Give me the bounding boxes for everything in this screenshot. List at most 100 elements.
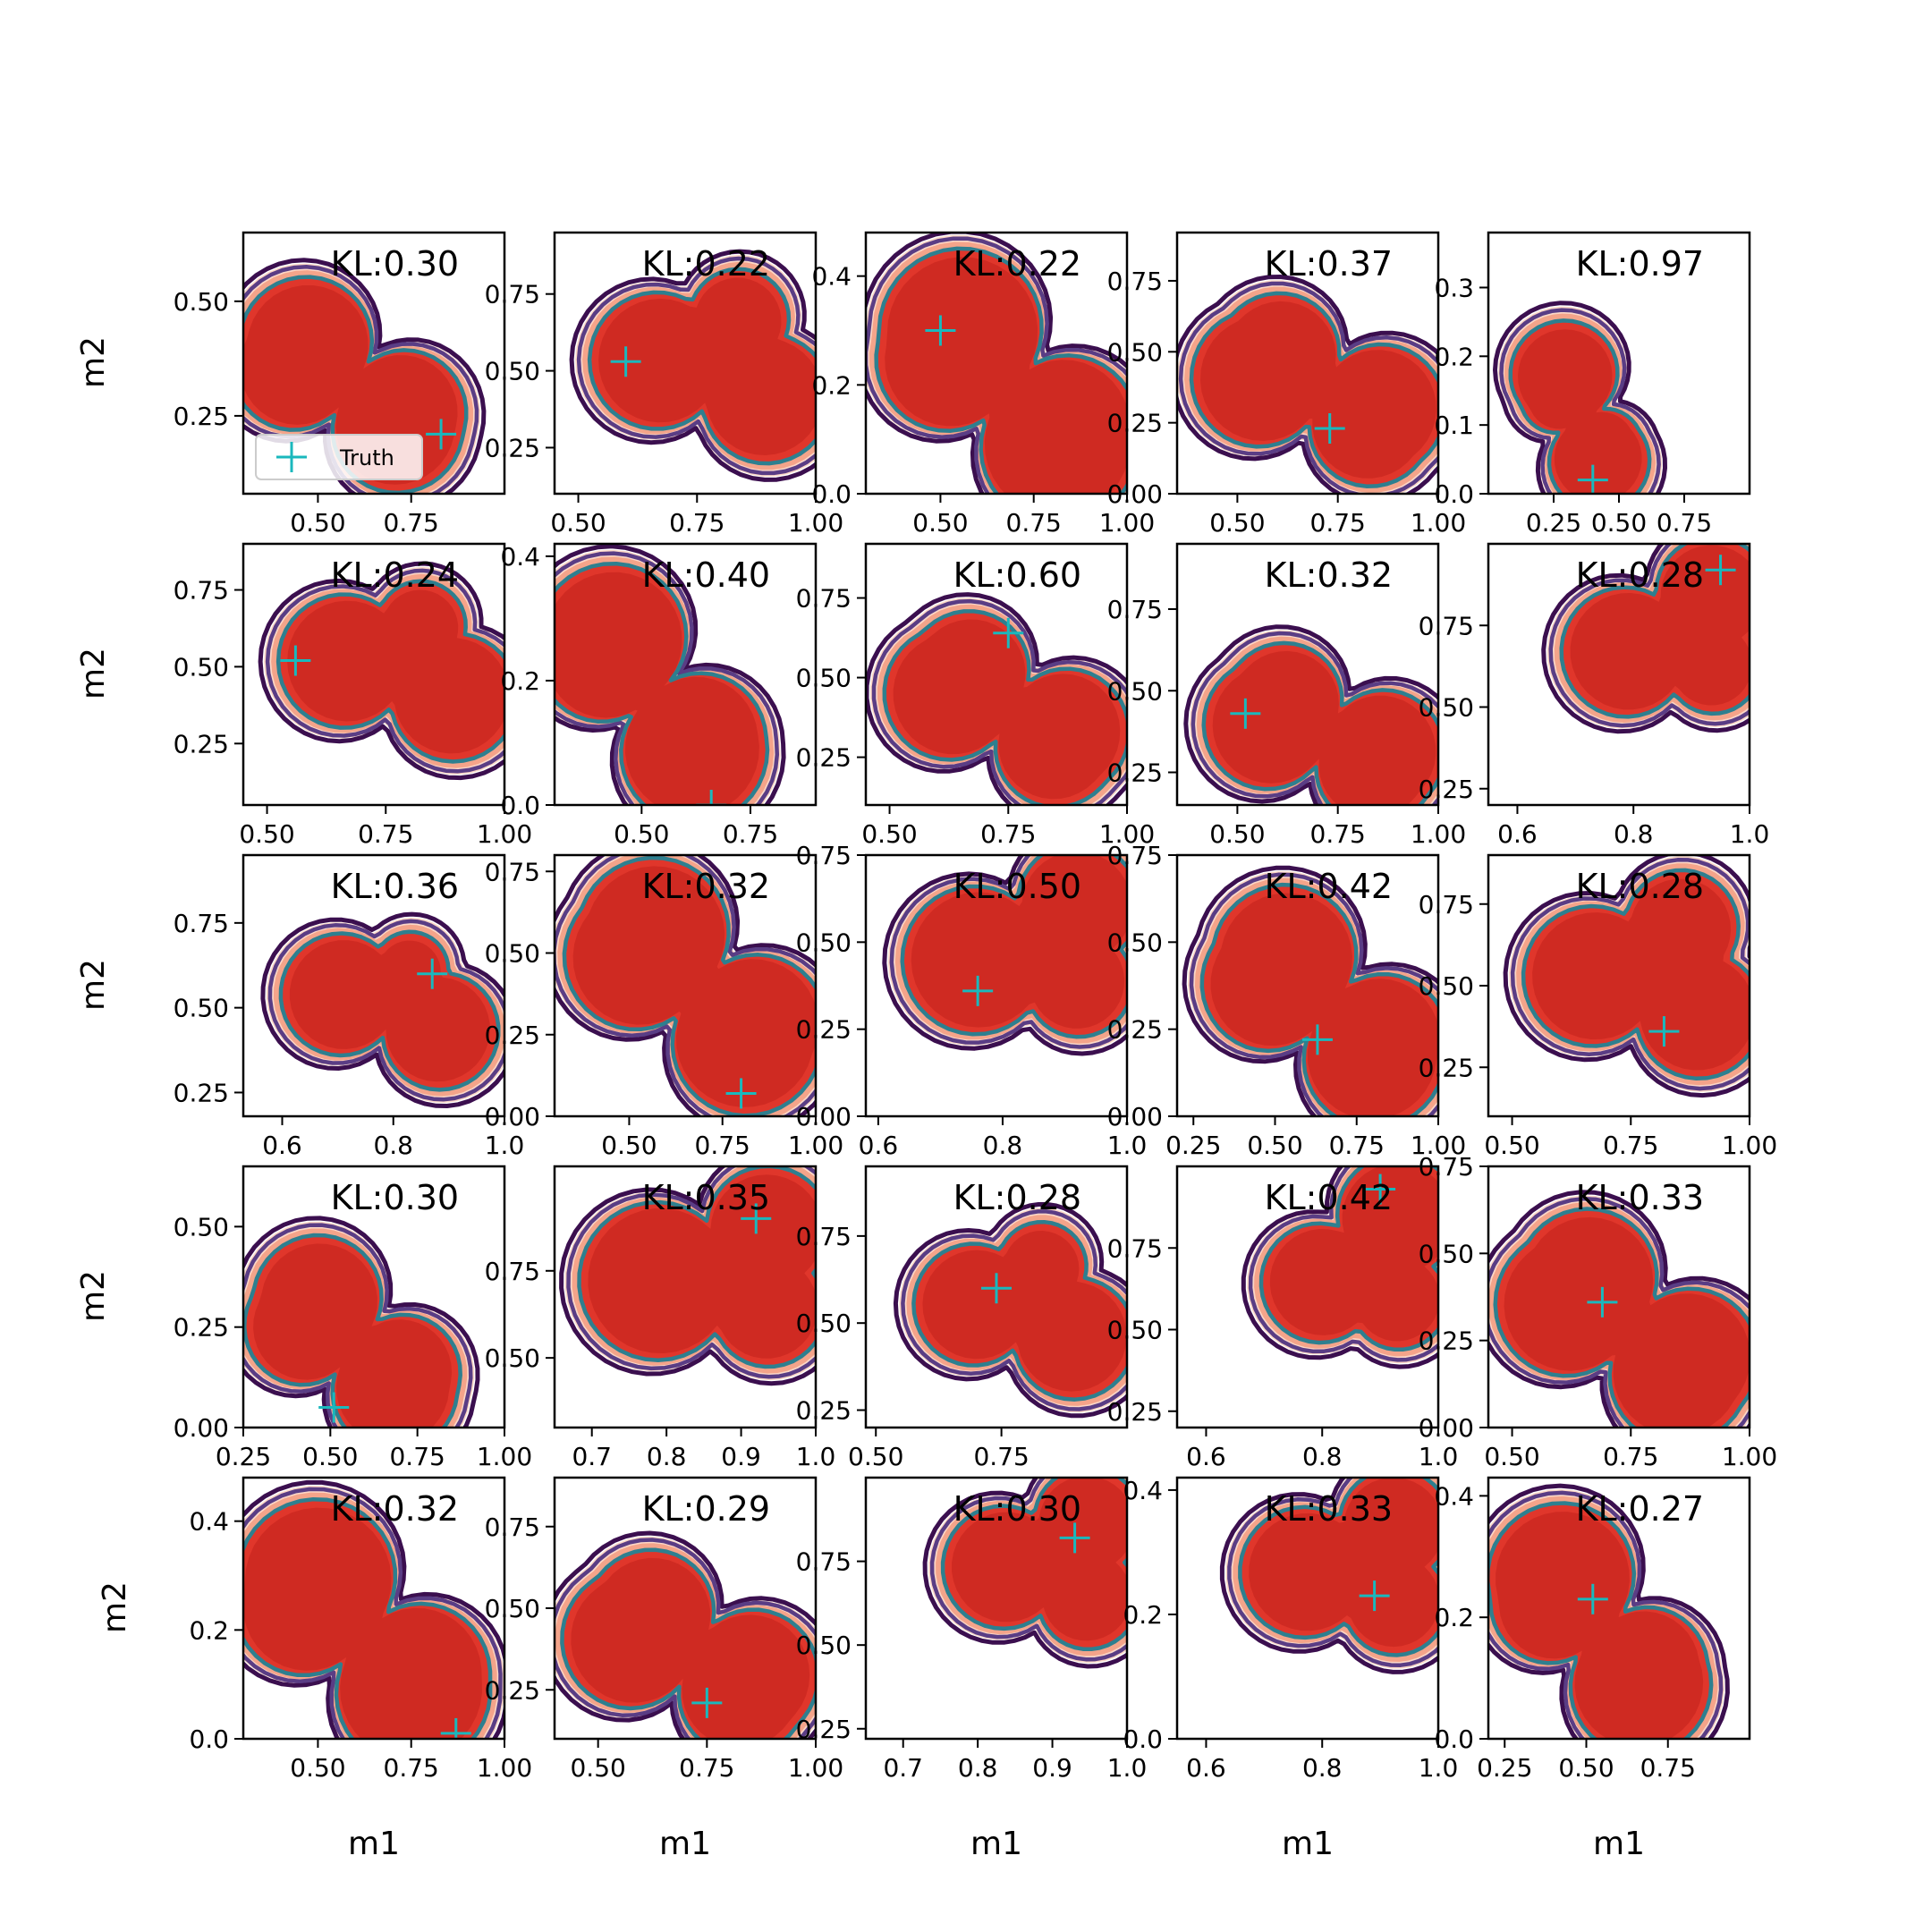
panel-23-contour-mid <box>929 1478 1127 1662</box>
panel-13-contour-outer <box>882 855 1127 1056</box>
panel-17-ytick-label: 0.50 <box>485 1343 540 1373</box>
panel-10-xtick-label: 0.6 <box>1497 819 1538 849</box>
panel-12-ytick-label: 0.00 <box>485 1102 540 1131</box>
panel-20-contour-outer <box>1488 1190 1750 1428</box>
panel-16-density <box>243 1216 480 1428</box>
panel-2-ytick-label: 0.75 <box>485 280 540 309</box>
panel-10: 0.6 0.8 1.0 0.75 0.50 0.25 KL:0.28 <box>1419 542 1769 849</box>
axis-labels: m2 m2 m2 m2 m2 m1 m1 m1 m1 m1 <box>75 336 1645 1862</box>
panel-2-contour-inner <box>587 267 816 466</box>
panel-23-frame <box>864 1476 1129 1741</box>
panel-11: 0.6 0.8 1.0 0.75 0.50 0.25 KL:0.36 <box>174 853 524 1160</box>
panel-22-ytick-label: 0.25 <box>485 1675 540 1705</box>
panel-9-contour-inner <box>1201 640 1438 805</box>
x-axis-label-col-5: m1 <box>1593 1826 1645 1862</box>
panel-22-ytick-label: 0.75 <box>485 1513 540 1542</box>
panel-6: 0.50 0.75 1.00 0.75 0.50 0.25 KL:0.24 <box>174 542 532 849</box>
panel-24-frame <box>1175 1476 1440 1741</box>
panel-16-xtick-label: 1.00 <box>477 1442 532 1471</box>
panel-23-ytick-label: 0.50 <box>796 1631 852 1660</box>
panel-18-truth-marker <box>981 1273 1012 1304</box>
panel-2-contour-mid <box>576 256 816 476</box>
panel-12: 0.50 0.75 1.00 0.75 0.50 0.25 0.00 KL:0.32 <box>485 853 843 1160</box>
panel-1-xtick-label: 0.50 <box>290 508 345 538</box>
panel-2-fill-core <box>598 277 816 455</box>
panel-7-contour-inner <box>555 561 770 805</box>
panel-23-kl-title: KL:0.30 <box>953 1489 1082 1529</box>
panel-13: 0.6 0.8 1.0 0.75 0.50 0.25 0.00 KL:0.50 <box>796 841 1148 1160</box>
panel-10-ytick-label: 0.25 <box>1419 775 1474 804</box>
panel-1-truth-marker <box>426 419 457 450</box>
panel-14-kl-title: KL:0.42 <box>1265 867 1394 906</box>
panel-9-fill-core <box>1212 650 1436 805</box>
panel-3-contour-mid <box>866 236 1127 494</box>
panel-22-fill-core <box>571 1557 810 1739</box>
panel-25-density <box>1488 1483 1730 1739</box>
panel-7-fill-core <box>555 572 759 805</box>
panel-13-contour-mid <box>889 855 1127 1049</box>
panel-19: 0.6 0.8 1.0 0.75 0.50 0.25 KL:0.42 <box>1107 1165 1458 1471</box>
panel-4-truth-marker <box>1314 413 1345 444</box>
panel-4-fill-core <box>1200 301 1436 479</box>
panel-18-contour-outer <box>893 1202 1127 1419</box>
panel-1: 0.50 0.75 0.50 0.25 KL:0.30 Truth <box>174 231 506 538</box>
panel-20-ytick-label: 0.50 <box>1419 1239 1474 1268</box>
panel-10-density <box>1541 544 1750 734</box>
panel-21-ytick-label: 0.4 <box>189 1507 229 1537</box>
panel-4-ytick-label: 0.75 <box>1107 267 1163 296</box>
panel-18-frame <box>864 1165 1129 1429</box>
panel-13-density <box>882 855 1127 1056</box>
y-axis-label-row-2: m2 <box>75 648 112 699</box>
panel-4-contour-mid <box>1178 281 1438 494</box>
panel-14-contour-mid <box>1189 872 1438 1116</box>
panel-25-contour-mid <box>1488 1490 1724 1739</box>
panel-10-contour-inner <box>1559 544 1750 719</box>
panel-5-xtick-label: 0.75 <box>1657 508 1712 538</box>
panel-18-xtick-label: 0.75 <box>973 1442 1029 1471</box>
panel-2-xtick-label: 0.50 <box>550 508 606 538</box>
panel-23-xtick-label: 0.7 <box>883 1753 923 1783</box>
panel-7-kl-title: KL:0.40 <box>642 555 771 595</box>
panel-7-truth-marker <box>696 790 727 805</box>
panel-19-contour-inner <box>1258 1166 1438 1352</box>
panel-24-truth-marker <box>1359 1580 1390 1612</box>
panel-2: 0.50 0.75 1.00 0.75 0.50 0.25 KL:0.22 <box>485 231 843 538</box>
panel-23-ytick-label: 0.25 <box>796 1715 852 1744</box>
panel-14-ytick-label: 0.00 <box>1107 1102 1163 1131</box>
panel-9-ytick-label: 0.25 <box>1107 758 1163 788</box>
panel-10-contour-outer <box>1541 544 1750 734</box>
panel-17-contour-outer <box>559 1166 816 1386</box>
panel-9-contour-outer <box>1183 624 1438 805</box>
panel-21-ytick-label: 0.2 <box>189 1615 229 1645</box>
panel-7-frame <box>553 542 818 807</box>
panel-12-fill-core <box>572 866 816 1107</box>
panel-17: 0.7 0.8 0.9 1.0 0.75 0.50 KL:0.35 <box>485 1165 835 1471</box>
panel-17-xtick-label: 0.7 <box>572 1442 612 1471</box>
panel-16-kl-title: KL:0.30 <box>331 1178 460 1217</box>
panel-8-contour-mid <box>871 598 1127 805</box>
panel-14-ytick-label: 0.25 <box>1107 1015 1163 1045</box>
panel-25-ytick-label: 0.4 <box>1434 1481 1474 1511</box>
panel-10-ytick-label: 0.75 <box>1419 611 1474 640</box>
panel-15-xtick-label: 0.75 <box>1603 1131 1658 1160</box>
panel-17-fill-core <box>588 1174 816 1359</box>
x-axis-label-col-4: m1 <box>1282 1826 1334 1862</box>
panel-16-ytick-label: 0.50 <box>174 1212 229 1241</box>
panel-25: 0.25 0.50 0.75 0.4 0.2 0.0 KL:0.27 <box>1434 1476 1751 1783</box>
panel-17-kl-title: KL:0.35 <box>642 1178 771 1217</box>
panel-24-ytick-label: 0.2 <box>1123 1600 1163 1630</box>
panel-17-frame <box>553 1165 818 1429</box>
panel-23-xtick-label: 0.8 <box>958 1753 998 1783</box>
panel-7: 0.50 0.75 0.4 0.2 0.0 KL:0.40 <box>500 542 818 849</box>
panel-9-contour-mid <box>1191 631 1438 805</box>
panel-12-xtick-label: 0.75 <box>695 1131 750 1160</box>
panel-12-ytick-label: 0.50 <box>485 939 540 969</box>
panel-13-truth-marker <box>962 975 994 1006</box>
panel-8-xtick-label: 0.50 <box>861 819 917 849</box>
panel-2-ytick-label: 0.50 <box>485 357 540 386</box>
panel-11-contour-outer <box>260 911 504 1108</box>
panel-21: 0.50 0.75 1.00 0.4 0.2 0.0 KL:0.32 <box>189 1476 532 1783</box>
panel-11-truth-marker <box>417 958 448 989</box>
